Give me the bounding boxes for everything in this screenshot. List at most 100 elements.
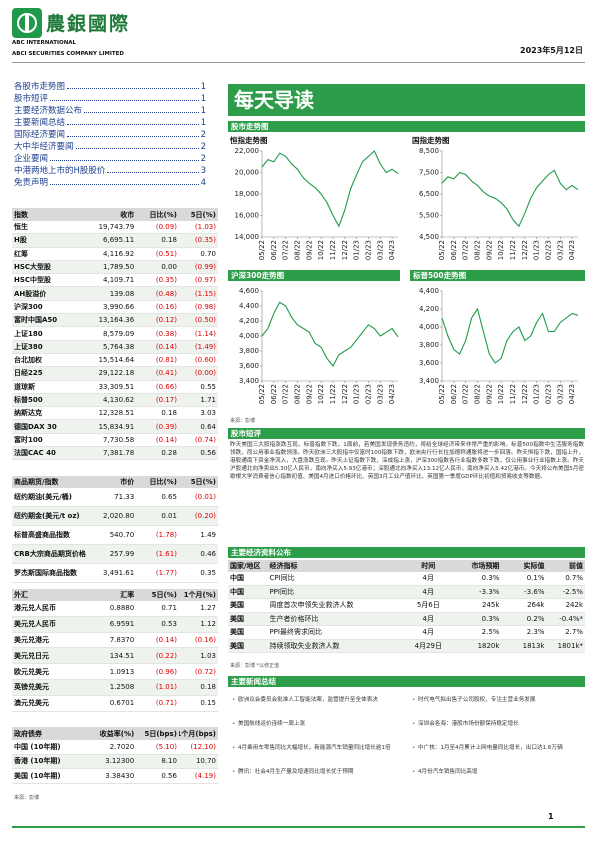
table-cell: 245k	[482, 601, 500, 610]
x-tick-label: 05/22	[438, 240, 446, 260]
column-header: 国家/地区	[230, 562, 261, 570]
table-cell: (1.49)	[194, 342, 216, 351]
report-date: 2023年5月12日	[520, 46, 583, 55]
table-cell: (1.61)	[155, 550, 177, 558]
x-tick-label: 12/22	[341, 384, 349, 404]
data-line	[261, 150, 399, 228]
table-cell: 0.3%	[481, 574, 500, 583]
table-cell: 0.00	[161, 263, 177, 272]
table-cell: 3.12300	[105, 757, 135, 766]
table-cell: (0.38)	[155, 329, 177, 338]
y-tick-label: 16,000	[235, 212, 260, 220]
table-cell: 5月6日	[416, 601, 440, 610]
table-cell: CPI同比	[269, 574, 295, 583]
toc-leader	[67, 129, 199, 137]
news-item: 美国航线运价连续一周上涨	[232, 720, 408, 728]
econ-table: 国家/地区 经济指标 时间 市场预期 实际值 前值 中国 CPI同比 4月 0.3% 0.1% 0.7…	[228, 560, 585, 653]
table-cell: 2.3%	[526, 628, 545, 637]
table-row: 纽约期金(美元/t oz) 2,020.80 0.01 (0.20)	[12, 507, 218, 526]
x-tick-label: 07/22	[462, 240, 470, 260]
toc-page: 1	[200, 118, 206, 128]
table-cell: 0.8880	[109, 604, 135, 613]
x-tick-label: 10/22	[497, 240, 505, 260]
table-cell: 1.0913	[109, 667, 135, 676]
y-tick-label: 3,600	[239, 362, 259, 370]
toc-entry: 免责声明 4	[14, 177, 206, 189]
chart: 4,500 5,500 6,500 7,500 8,500 05/22 06/22 07/22…	[419, 147, 579, 260]
chart-title: 国指走势图	[412, 136, 450, 145]
table-cell: (0.41)	[155, 369, 177, 378]
toc-entry: 股市短评 1	[14, 93, 206, 105]
table-cell: 0.65	[161, 493, 177, 501]
table-cell: 4月	[422, 614, 435, 623]
table-cell: 持续领取失业救济人数	[269, 641, 340, 650]
x-tick-label: 07/22	[462, 384, 470, 404]
table-cell: 纽约期油(美元/桶)	[14, 493, 72, 501]
table-row: 美元兑人民币 6.9591 0.53 1.12	[12, 616, 218, 633]
table-cell: 中国	[230, 574, 244, 583]
x-tick-label: 06/22	[270, 240, 278, 260]
chart: 3,400 3,600 3,800 4,000 4,200 4,400 05/22 06/22…	[419, 287, 579, 404]
table-cell: (0.72)	[194, 667, 216, 676]
news-item: 时代电气拟出售子公司股权，专注主营业务发展	[412, 696, 588, 704]
x-tick-label: 11/22	[509, 240, 517, 260]
x-tick-label: 03/23	[556, 384, 564, 404]
table-cell: 富时100	[14, 435, 43, 444]
table-cell: 0.6701	[109, 699, 135, 708]
table-cell: 540.70	[109, 531, 135, 539]
table-cell: 日经225	[14, 369, 43, 378]
table-cell: (0.51)	[155, 249, 177, 258]
table-cell: 富时中国A50	[14, 316, 58, 325]
table-cell: 7,730.58	[103, 435, 135, 444]
table-cell: 英镑兑美元	[14, 683, 49, 692]
table-cell: 15,834.91	[98, 422, 135, 431]
table-cell: 2.7020	[109, 742, 135, 751]
x-tick-label: 12/22	[521, 384, 529, 404]
table-cell: 美国	[230, 614, 244, 623]
table-cell: 3.38430	[105, 771, 135, 780]
table-cell: 0.28	[161, 449, 177, 458]
table-cell: 中国	[230, 587, 244, 596]
table-cell: 恒生	[14, 223, 28, 232]
table-cell: 12,328.51	[98, 409, 135, 418]
table-cell: 0.01	[161, 512, 177, 520]
table-cell: 0.3%	[481, 614, 500, 623]
table-cell: 1.12	[200, 620, 216, 629]
table-cell: 美国	[230, 601, 244, 610]
x-tick-label: 11/22	[329, 240, 337, 260]
table-cell: 德国DAX 30	[14, 422, 57, 431]
column-header: 市价	[120, 478, 135, 486]
table-cell: 美元兑日元	[14, 651, 49, 660]
index-table: 指数 收市 日比(%) 5日(%) 恒生 19,743.79 (0.09) (1.03) H股 6…	[12, 208, 218, 461]
table-cell: 罗杰斯国际商品指数	[14, 569, 77, 577]
table-cell: 13,164.36	[98, 316, 135, 325]
table-cell: 1.27	[200, 604, 216, 613]
table-cell: (1.78)	[155, 531, 177, 539]
table-cell: 1.49	[200, 531, 216, 539]
table-cell: (0.99)	[194, 263, 216, 272]
y-tick-label: 4,400	[239, 302, 259, 310]
toc-page: 3	[200, 166, 206, 176]
table-row: 中国 CPI同比 4月 0.3% 0.1% 0.7%	[228, 572, 585, 586]
column-header: 5日(%)	[151, 591, 177, 599]
y-tick-label: 8,500	[419, 147, 439, 155]
y-tick-label: 4,400	[419, 287, 439, 295]
table-cell: 4,130.62	[103, 396, 135, 404]
table-cell: 7.8370	[109, 635, 135, 644]
toc-title: 大中华经济要闻	[14, 142, 74, 152]
toc-title: 主要新闻总结	[14, 118, 66, 128]
toc-title: 免责声明	[14, 178, 49, 188]
table-row: 美国 周度首次申领失业救济人数 5月6日 245k 264k 242k	[228, 599, 585, 613]
table-cell: (0.48)	[155, 289, 177, 298]
table-cell: 中国 (10年期)	[14, 742, 61, 751]
column-header: 收益率(%)	[99, 729, 135, 738]
x-tick-label: 09/22	[485, 384, 493, 404]
x-tick-label: 10/22	[497, 384, 505, 404]
table-cell: (0.60)	[194, 356, 216, 365]
y-tick-label: 14,000	[235, 233, 260, 241]
news-item: 腾讯：社会4月生产量及增速同比增长优于预期	[232, 768, 408, 776]
table-row: H股 6,695.11 0.18 (0.35)	[12, 234, 218, 248]
header-rule	[12, 62, 585, 63]
x-tick-label: 02/23	[544, 384, 552, 404]
